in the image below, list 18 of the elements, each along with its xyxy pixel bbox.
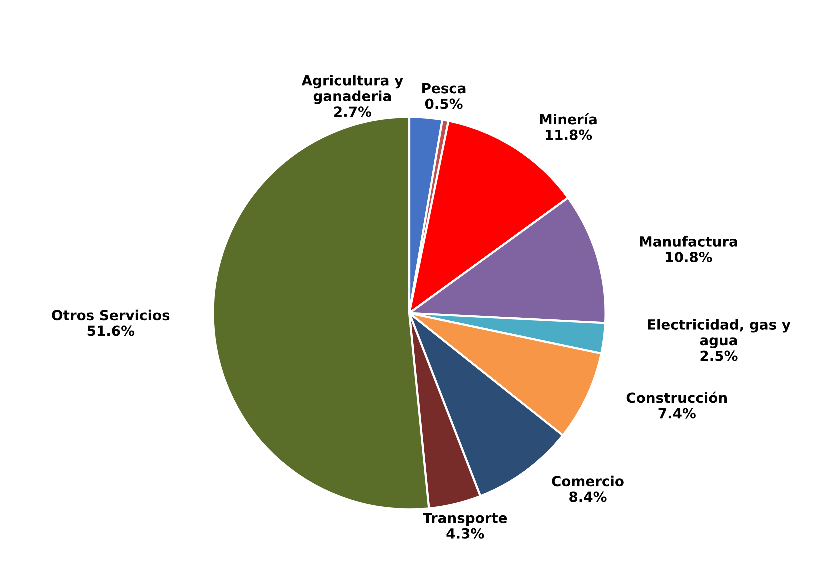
data-label: 4.3% — [446, 528, 484, 539]
data-label: 2.7% — [334, 106, 372, 118]
data-label: 11.8% — [546, 130, 592, 140]
slice-label: Construcción — [626, 392, 728, 404]
slice-label: Manufactura — [640, 236, 738, 247]
data-label: 0.5% — [425, 98, 463, 110]
slice-label: Otros Servicios — [52, 310, 170, 321]
data-label: 10.8% — [666, 252, 712, 263]
data-label: 51.6% — [88, 326, 135, 336]
data-label: 2.5% — [700, 350, 738, 362]
slice-label: Agricultura y ganaderia — [302, 75, 404, 104]
slice-label: Comercio — [552, 476, 624, 487]
slice-label: Minería — [540, 113, 597, 125]
data-label: 7.4% — [658, 408, 696, 419]
slice-label: Pesca — [422, 83, 466, 94]
slice-label: Electricidad, gas y agua — [648, 319, 791, 348]
slice-label: Transporte — [423, 513, 508, 526]
data-label: 8.4% — [570, 492, 607, 502]
